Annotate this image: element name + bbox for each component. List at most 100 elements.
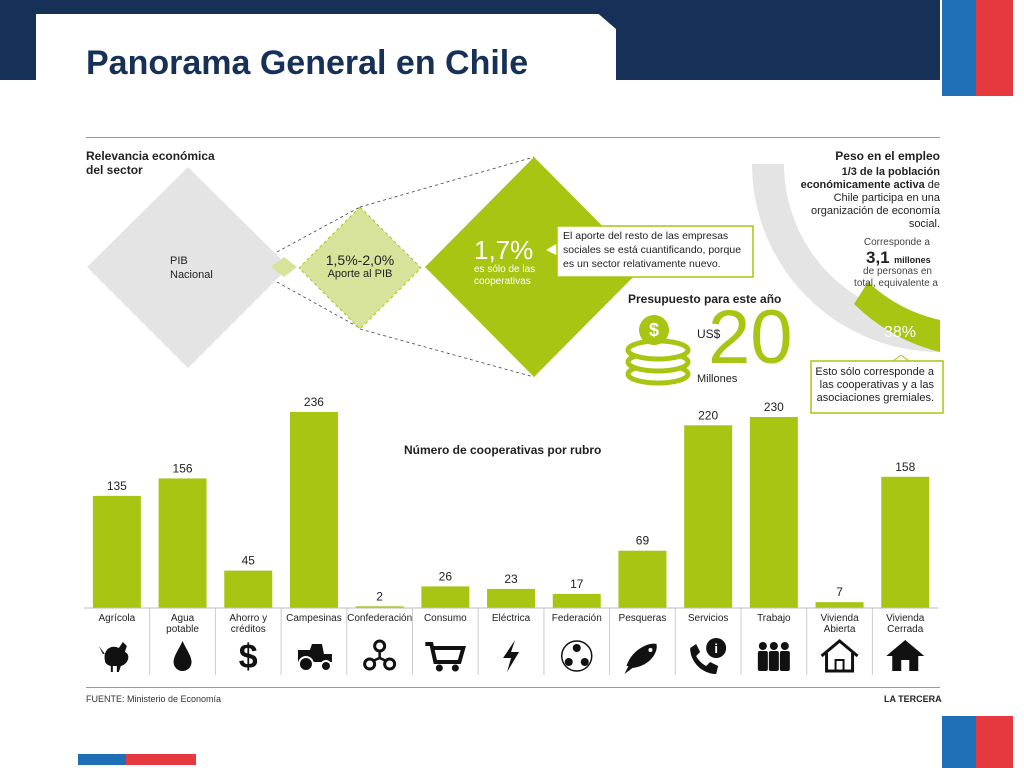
employment-line: social. xyxy=(908,218,940,230)
top-rule xyxy=(86,137,940,138)
house-outline-icon xyxy=(820,639,859,673)
bar-value-label: 17 xyxy=(570,577,584,591)
category-label: Cerrada xyxy=(887,624,924,635)
note-line: sociales se está cuantificando, porque xyxy=(563,244,742,256)
pib-connector xyxy=(271,257,297,277)
bar-agr-cola xyxy=(92,495,141,608)
bar-agua-potable xyxy=(158,478,207,608)
brand-label: LA TERCERA xyxy=(884,694,942,704)
category-label: potable xyxy=(166,624,199,635)
employment-note-line: Esto sólo corresponde a xyxy=(815,366,934,378)
category-label: Agua xyxy=(171,613,195,624)
millones-value: 3,1 xyxy=(866,248,890,267)
range-caption: Aporte al PIB xyxy=(327,268,393,280)
bar-value-label: 26 xyxy=(439,569,453,583)
zoom-line xyxy=(276,206,361,253)
category-label: Pesqueras xyxy=(619,613,667,624)
employment-note: Esto sólo corresponde a las cooperativas… xyxy=(812,366,934,405)
range-diamond xyxy=(298,206,422,330)
category-label: Eléctrica xyxy=(492,613,531,624)
bar-value-label: 7 xyxy=(836,585,843,599)
coins-icon: $ xyxy=(625,315,691,386)
bar-trabajo xyxy=(749,416,798,608)
source-note: FUENTE: Ministerio de Economía xyxy=(86,694,222,704)
employment-text: 1/3 de la población económicamente activ… xyxy=(760,166,940,231)
millones-word: millones xyxy=(894,255,931,265)
employment-heading: Peso en el empleo xyxy=(835,149,940,163)
pib-diamond xyxy=(87,167,289,368)
bar-ahorro-y-cr-ditos xyxy=(224,570,273,608)
coop-label: 1,7% es sólo de las cooperativas xyxy=(474,236,535,288)
category-label: Trabajo xyxy=(757,613,791,624)
bar-el-ctrica xyxy=(487,588,536,608)
shopping-cart-icon xyxy=(425,642,467,672)
relevance-heading-line: del sector xyxy=(86,163,143,177)
employment-note-box xyxy=(810,355,944,414)
flag-bottom-red xyxy=(976,716,1013,768)
svg-text:$: $ xyxy=(649,320,659,340)
bar-value-label: 220 xyxy=(698,408,718,422)
employment-note-line: las cooperativas y a las xyxy=(819,379,934,391)
svg-text:i: i xyxy=(714,641,718,656)
category-label: Servicios xyxy=(688,613,729,624)
flag-top-red xyxy=(976,0,1013,96)
flag-bottom-blue xyxy=(942,716,978,768)
relevance-heading: Relevancia económica del sector xyxy=(86,149,215,177)
zoom-line xyxy=(359,156,535,208)
title-card xyxy=(36,14,616,114)
personas-label: de personas en total, equivalente a xyxy=(820,266,938,290)
category-label: Consumo xyxy=(424,613,467,624)
coop-value: 1,7% xyxy=(474,235,534,265)
bar-vivienda-cerrada xyxy=(881,476,930,608)
bar-value-label: 230 xyxy=(764,400,784,414)
employment-note-line: asociaciones gremiales. xyxy=(816,392,934,404)
relevance-diagram xyxy=(87,156,754,378)
category-label: Vivienda xyxy=(820,613,859,624)
dollar-icon: $ xyxy=(239,638,258,676)
category-label: Federación xyxy=(552,613,602,624)
relevance-note: El aporte del resto de las empresas soci… xyxy=(563,229,741,271)
chart-title: Número de cooperativas por rubro xyxy=(404,443,602,457)
category-label: créditos xyxy=(231,624,266,635)
employment-line: organización de economía xyxy=(810,205,940,217)
category-label: Vivienda xyxy=(886,613,925,624)
house-icon xyxy=(886,640,925,671)
water-drop-icon xyxy=(173,641,192,671)
flag-top-blue xyxy=(942,0,978,96)
category-label: Campesinas xyxy=(286,613,342,624)
bar-consumo xyxy=(421,586,470,608)
bar-federaci-n xyxy=(552,593,601,608)
bar-pesqueras xyxy=(618,550,667,608)
pib-label-line: Nacional xyxy=(170,269,213,281)
personas-line: de personas en xyxy=(863,266,932,277)
network-icon xyxy=(363,639,397,671)
note-line: es un sector relativamente nuevo. xyxy=(563,258,721,270)
page-title: Panorama General en Chile xyxy=(86,44,529,82)
bar-value-label: 236 xyxy=(304,395,324,409)
budget-currency: US$ xyxy=(697,327,721,341)
budget-unit: Millones xyxy=(697,373,738,385)
relevance-heading-line: Relevancia económica xyxy=(86,149,215,163)
lightning-icon xyxy=(503,640,520,672)
bar-value-label: 135 xyxy=(107,479,127,493)
note-line: El aporte del resto de las empresas xyxy=(563,230,729,242)
bar-confederaci-n xyxy=(355,606,404,608)
bar-value-label: 45 xyxy=(242,554,256,568)
bottom-bar-blue xyxy=(78,754,126,765)
bar-vivienda-abierta xyxy=(815,602,864,608)
bar-value-label: 158 xyxy=(895,460,915,474)
tractor-icon xyxy=(297,644,332,672)
budget-value: 20 xyxy=(708,295,793,380)
pib-label: PIB Nacional xyxy=(170,254,213,282)
personas-line: total, equivalente a xyxy=(854,278,938,289)
bar-value-label: 69 xyxy=(636,534,650,548)
employment-line: 1/3 de la población xyxy=(841,166,940,178)
corresponde-label: Corresponde a xyxy=(863,237,930,248)
employment-line: Chile participa en una xyxy=(833,192,940,204)
fish-icon xyxy=(624,643,657,674)
millones-line: 3,1 millones xyxy=(866,248,931,268)
bar-value-label: 2 xyxy=(376,589,383,603)
bar-servicios xyxy=(684,425,733,608)
category-label: Abierta xyxy=(824,624,856,635)
